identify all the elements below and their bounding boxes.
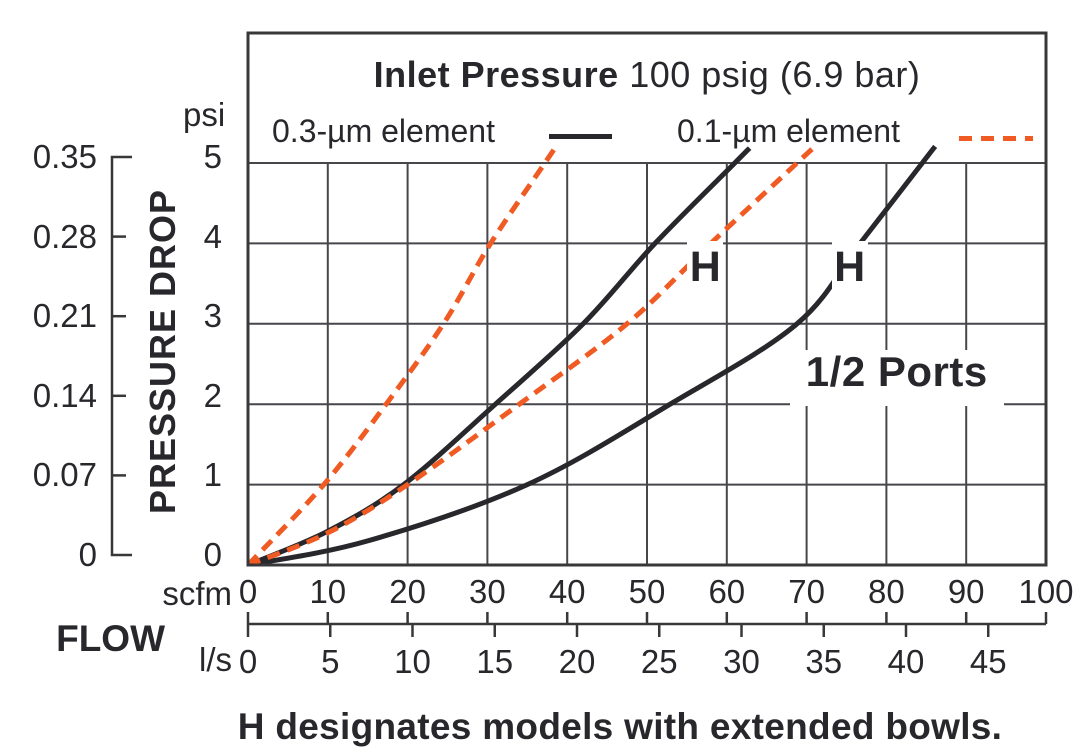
x-axis-unit-ls: l/s — [199, 641, 232, 678]
x-tick-ls: 30 — [723, 643, 760, 680]
y-tick-secondary: 0.14 — [32, 376, 97, 414]
x-tick-scfm: 20 — [389, 573, 426, 610]
curve-label-h-01um: H — [687, 240, 724, 293]
legend-label-03um: 0.3-µm element — [272, 113, 495, 149]
y-tick-secondary: 0.07 — [32, 456, 97, 494]
y-tick-secondary: 0 — [78, 536, 97, 573]
curve-2 — [248, 146, 815, 565]
x-tick-ls: 5 — [321, 643, 340, 680]
x-axis-title: FLOW — [56, 618, 165, 659]
y-tick-psi: 4 — [203, 217, 222, 255]
y-tick-psi: 5 — [203, 138, 222, 175]
x-tick-scfm: 50 — [628, 573, 666, 610]
y-tick-psi: 3 — [203, 297, 222, 335]
x-tick-scfm: 10 — [309, 573, 347, 610]
x-tick-ls: 45 — [969, 643, 1007, 680]
x-tick-scfm: 30 — [469, 573, 506, 610]
chart-title-bold: Inlet Pressure — [373, 54, 619, 95]
y-tick-psi: 0 — [203, 536, 222, 573]
x-tick-ls: 40 — [887, 643, 925, 680]
x-tick-scfm: 0 — [238, 573, 258, 610]
legend-swatch-dashed-line — [959, 136, 1033, 141]
x-tick-scfm: 60 — [708, 573, 746, 610]
y-tick-secondary: 0.35 — [32, 138, 97, 175]
x-tick-scfm: 100 — [1018, 573, 1074, 610]
curve-label-h-03um: H — [831, 240, 868, 293]
x-tick-ls: 15 — [476, 643, 514, 680]
y-tick-secondary: 0.21 — [32, 297, 97, 335]
x-tick-scfm: 80 — [868, 573, 905, 610]
chart-title-rest: 100 psig (6.9 bar) — [618, 54, 921, 95]
chart-caption: H designates models with extended bowls. — [237, 706, 1003, 747]
x-tick-ls: 0 — [238, 643, 258, 680]
y-tick-psi: 2 — [203, 376, 222, 414]
curve-0 — [248, 144, 559, 565]
curve-3 — [248, 144, 938, 565]
x-tick-scfm: 90 — [947, 573, 985, 610]
x-tick-ls: 25 — [640, 643, 678, 680]
y-tick-psi: 1 — [203, 456, 222, 494]
x-tick-ls: 20 — [558, 643, 596, 680]
chart-title: Inlet Pressure 100 psig (6.9 bar) — [248, 54, 1046, 96]
x-tick-ls: 35 — [805, 643, 843, 680]
curve-1 — [248, 146, 752, 565]
legend-swatch-solid-line — [549, 134, 612, 139]
port-size-annotation: 1/2 Ports — [789, 350, 1004, 407]
x-axis-unit-scfm: scfm — [162, 575, 232, 612]
legend-label-01um: 0.1-µm element — [677, 113, 900, 149]
y-tick-secondary: 0.28 — [32, 217, 97, 255]
x-tick-scfm: 70 — [788, 573, 825, 610]
y-axis-unit-psi: psi — [183, 96, 226, 133]
x-tick-scfm: 40 — [548, 573, 586, 610]
x-tick-ls: 10 — [394, 643, 431, 680]
